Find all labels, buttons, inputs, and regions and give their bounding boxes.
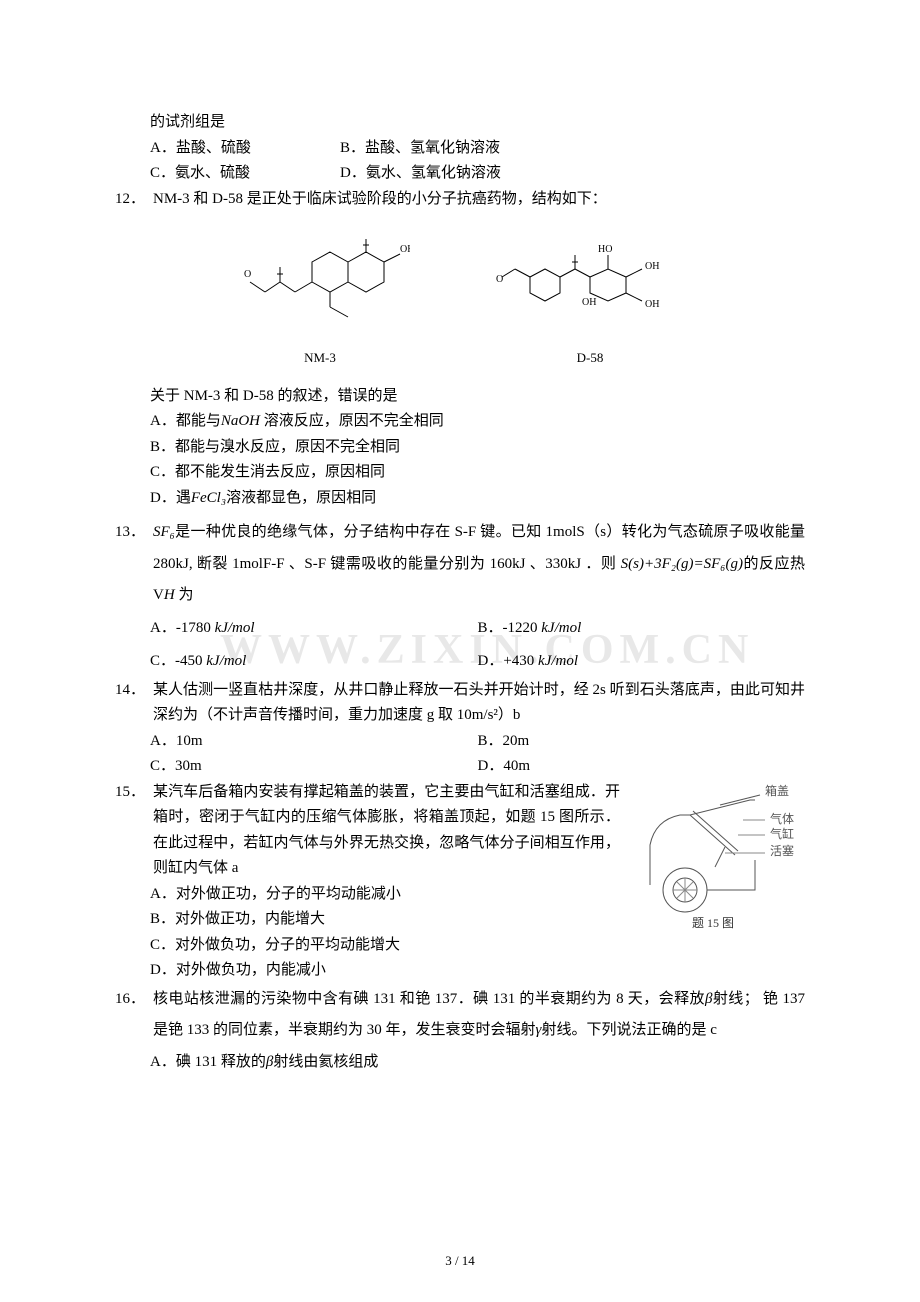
q14-optD: D．40m xyxy=(478,754,806,780)
q12-num: 12． xyxy=(115,187,153,213)
q13-optC-unit: kJ/mol xyxy=(206,653,246,669)
q14-num: 14． xyxy=(115,678,153,704)
q14-options-row1: A．10m B．20m xyxy=(115,729,805,755)
q16-stem1-post: 射线； xyxy=(712,991,758,1007)
car-trunk-icon: 箱盖 气体 气缸 活塞 题 15 图 xyxy=(630,775,805,930)
q16-num: 16． xyxy=(115,984,153,1016)
nm3-oh-label: OH xyxy=(400,244,410,255)
q13-optB-pre: B．-1220 xyxy=(478,620,538,636)
q16-stem1-pre: 核电站核泄漏的污染物中含有碘 131 和铯 137．碘 131 的半衰期约为 8… xyxy=(153,991,705,1007)
q12-optA-post: 溶液反应，原因不完全相同 xyxy=(260,413,444,429)
page-number: 3 / 14 xyxy=(445,1250,475,1272)
d58-oh3-label: OH xyxy=(582,297,596,308)
q12-optB: B．都能与溴水反应，原因不完全相同 xyxy=(115,435,805,461)
q13-optC: C．-450 kJ/mol xyxy=(150,645,478,678)
q15-caption: 题 15 图 xyxy=(692,916,734,930)
q11-stem-tail: 的试剂组是 xyxy=(115,110,805,136)
q13-line: 13． SF₆是一种优良的绝缘气体，分子结构中存在 S-F 键。已知 1molS… xyxy=(115,517,805,612)
q15-line: 15． 某汽车后备箱内安装有撑起箱盖的装置，它主要由气缸和活塞组成．开箱时，密闭… xyxy=(115,780,620,882)
q16-optA-post: 射线由氦核组成 xyxy=(273,1054,378,1070)
q11-optC: C．氨水、硫酸 xyxy=(150,161,340,187)
q15-label-piston: 活塞 xyxy=(770,843,794,858)
q12-line: 12． NM-3 和 D-58 是正处于临床试验阶段的小分子抗癌药物，结构如下： xyxy=(115,187,805,213)
q11-optD: D．氨水、氢氧化钠溶液 xyxy=(340,161,805,187)
page-content: 的试剂组是 A．盐酸、硫酸 B．盐酸、氢氧化钠溶液 C．氨水、硫酸 D．氨水、氢… xyxy=(115,110,805,1077)
q15-stem: 某汽车后备箱内安装有撑起箱盖的装置，它主要由气缸和活塞组成．开箱时，密闭于气缸内… xyxy=(153,780,620,882)
q13-optD-unit: kJ/mol xyxy=(538,653,578,669)
q13-optC-pre: C．-450 xyxy=(150,653,206,669)
q12-optD-pre: D．遇 xyxy=(150,490,191,506)
q13-post: 为 xyxy=(175,587,194,603)
q13-num: 13． xyxy=(115,520,153,546)
d58-structure-icon: HO OH OH OH O xyxy=(490,227,690,332)
q13-optA: A．-1780 kJ/mol xyxy=(150,612,478,645)
q11-options-row1: A．盐酸、硫酸 B．盐酸、氢氧化钠溶液 xyxy=(115,136,805,162)
q12-d58-box: HO OH OH OH O D-58 xyxy=(490,227,690,369)
q13-optD-pre: D．+430 xyxy=(478,653,535,669)
q12-optD-it: FeCl₃ xyxy=(191,490,226,506)
nm3-structure-icon: OH O xyxy=(230,227,410,332)
q14-optC: C．30m xyxy=(150,754,478,780)
q16-optA: A．碘 131 释放的β射线由氦核组成 xyxy=(115,1047,805,1077)
q13-it2: H xyxy=(164,587,175,603)
q13-options-row2: C．-450 kJ/mol D．+430 kJ/mol xyxy=(115,645,805,678)
q12-optA: A．都能与NaOH 溶液反应，原因不完全相同 xyxy=(115,409,805,435)
q16-stem2-post: 射线。下列说法正确的是 c xyxy=(541,1022,716,1038)
q13-stem: SF₆是一种优良的绝缘气体，分子结构中存在 S-F 键。已知 1molS（s）转… xyxy=(153,517,805,612)
q13-optD: D．+430 kJ/mol xyxy=(478,645,806,678)
q16-stem: 核电站核泄漏的污染物中含有碘 131 和铯 137．碘 131 的半衰期约为 8… xyxy=(153,984,805,1047)
q13-options-row1: A．-1780 kJ/mol B．-1220 kJ/mol xyxy=(115,612,805,645)
q16-line: 16． 核电站核泄漏的污染物中含有碘 131 和铯 137．碘 131 的半衰期… xyxy=(115,984,805,1047)
q12-stem: NM-3 和 D-58 是正处于临床试验阶段的小分子抗癌药物，结构如下： xyxy=(153,187,607,213)
q13-optB-unit: kJ/mol xyxy=(541,620,581,636)
q12-optD: D．遇FeCl₃溶液都显色，原因相同 xyxy=(115,486,805,512)
q13-optB: B．-1220 kJ/mol xyxy=(478,612,806,645)
q15-block: 箱盖 气体 气缸 活塞 题 15 图 15． 某汽车后备箱内安装有撑起箱盖的装置… xyxy=(115,780,805,984)
q15-label-gas: 气体 xyxy=(770,811,794,826)
d58-label: D-58 xyxy=(490,347,690,369)
q14-line: 14． 某人估测一竖直枯井深度，从井口静止释放一石头并开始计时，经 2s 听到石… xyxy=(115,678,805,729)
q15-diagram: 箱盖 气体 气缸 活塞 题 15 图 xyxy=(630,775,805,940)
q14-options-row2: C．30m D．40m xyxy=(115,754,805,780)
q11-optB: B．盐酸、氢氧化钠溶液 xyxy=(340,136,805,162)
d58-oh1-label: OH xyxy=(645,261,659,272)
q12-optA-pre: A．都能与 xyxy=(150,413,221,429)
q12-sub-stem: 关于 NM-3 和 D-58 的叙述，错误的是 xyxy=(115,384,805,410)
q12-diagram-row: OH O NM-3 xyxy=(115,227,805,369)
d58-oh2-label: OH xyxy=(645,299,659,310)
q12-optA-it: NaOH xyxy=(221,413,260,429)
nm3-label: NM-3 xyxy=(230,347,410,369)
q13-optA-unit: kJ/mol xyxy=(215,620,255,636)
q11-options-row2: C．氨水、硫酸 D．氨水、氢氧化钠溶液 xyxy=(115,161,805,187)
q15-num: 15． xyxy=(115,780,153,806)
q12-nm3-box: OH O NM-3 xyxy=(230,227,410,369)
q15-label-cyl: 气缸 xyxy=(770,826,794,841)
q13-it1: SF₆ xyxy=(153,524,175,540)
q11-optA: A．盐酸、硫酸 xyxy=(150,136,340,162)
q14-stem: 某人估测一竖直枯井深度，从井口静止释放一石头并开始计时，经 2s 听到石头落底声… xyxy=(153,678,805,729)
d58-ho-label: HO xyxy=(598,244,612,255)
q12-optD-post: 溶液都显色，原因相同 xyxy=(226,490,376,506)
q16-optA-pre: A．碘 131 释放的 xyxy=(150,1054,266,1070)
q14-optB: B．20m xyxy=(478,729,806,755)
q15-label-lid: 箱盖 xyxy=(765,783,789,798)
q13-optA-pre: A．-1780 xyxy=(150,620,211,636)
q12-optC: C．都不能发生消去反应，原因相同 xyxy=(115,460,805,486)
q15-optD: D．对外做负功，内能减小 xyxy=(115,958,805,984)
q13-formula: S(s)+3F₂(g)=SF₆(g) xyxy=(621,556,743,572)
d58-o-label: O xyxy=(496,274,503,285)
q14-optA: A．10m xyxy=(150,729,478,755)
nm3-o-label: O xyxy=(244,269,251,280)
